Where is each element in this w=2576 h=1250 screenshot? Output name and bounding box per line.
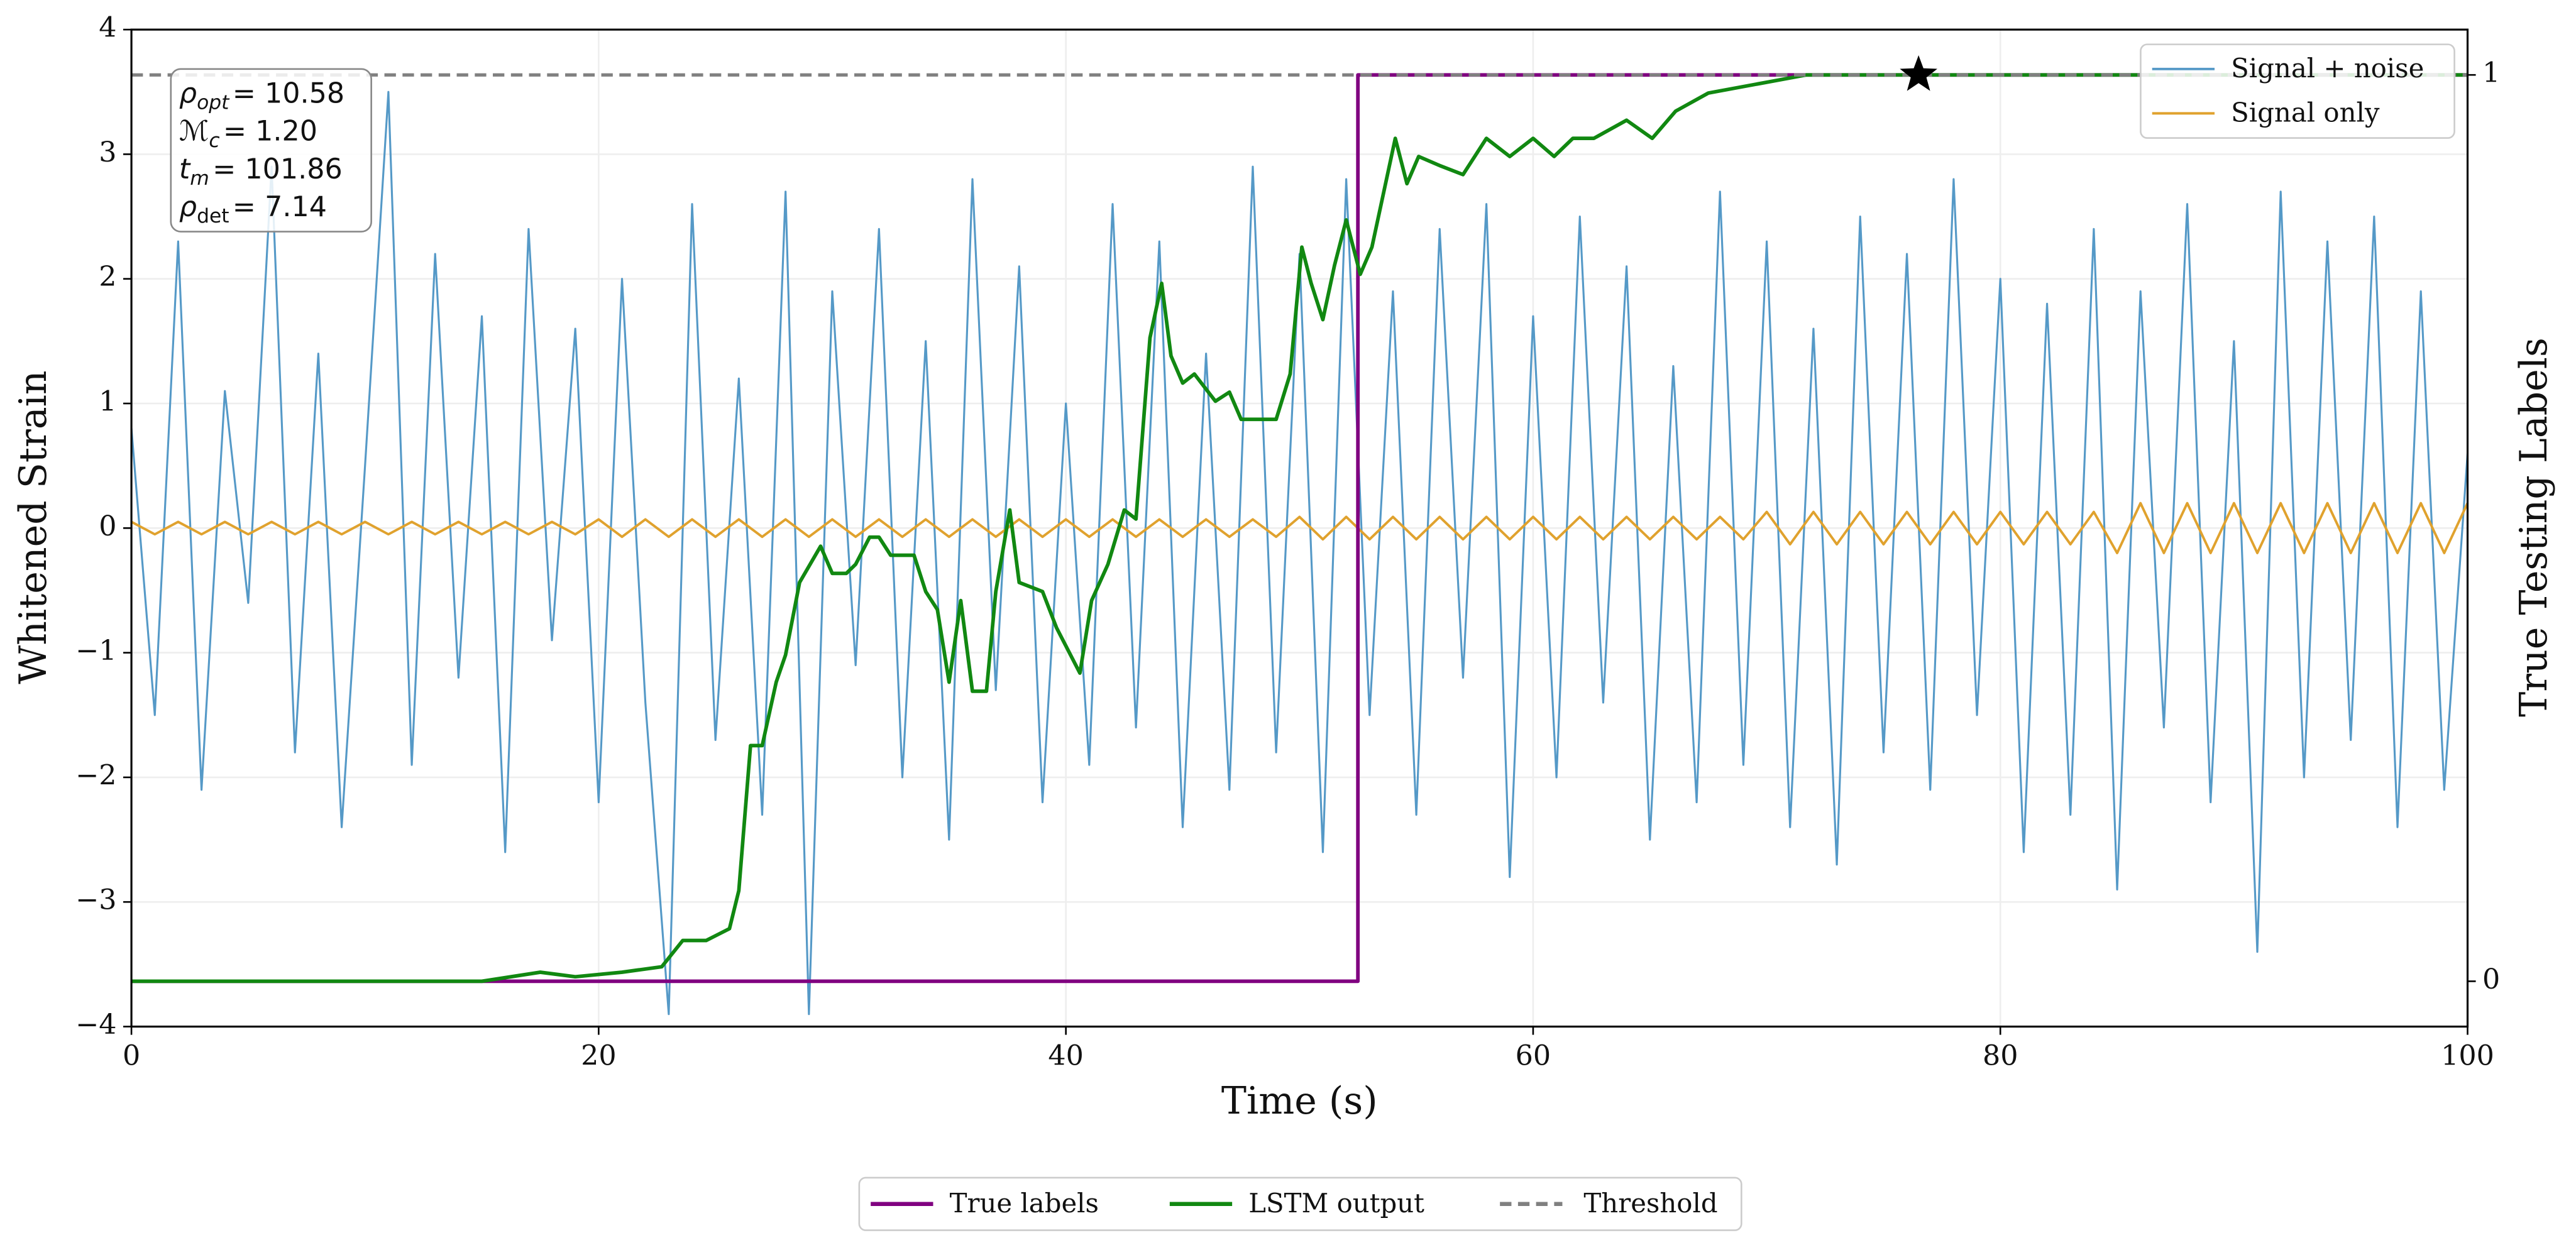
annotation-symbol: ℳ xyxy=(179,116,209,148)
x-tick-label: 20 xyxy=(581,1040,617,1072)
annotation-line: tm = 101.86 xyxy=(179,153,343,190)
annotation-value: = 10.58 xyxy=(233,78,344,110)
y-tick-label: 4 xyxy=(99,12,116,44)
x-tick-label: 40 xyxy=(1048,1040,1084,1072)
series-line xyxy=(131,502,2469,554)
annotation-symbol: ρ xyxy=(179,191,197,223)
annotation-symbol: ρ xyxy=(179,78,197,110)
annotation-subscript: c xyxy=(209,129,219,152)
annotation-line: ρopt = 10.58 xyxy=(179,78,344,114)
x-axis-label: Time (s) xyxy=(1221,1079,1378,1123)
y2-tick-label: 0 xyxy=(2482,963,2500,995)
legend-label: Threshold xyxy=(1583,1188,1717,1219)
legend-label: Signal only xyxy=(2231,97,2380,128)
legend: Signal + noise Signal only True labels LSTM… xyxy=(871,53,2424,1219)
annotation-symbol: t xyxy=(179,153,191,185)
y-tick-label: 1 xyxy=(99,386,116,418)
y2-axis-label: True Testing Labels xyxy=(2512,337,2556,717)
y-tick-label: 0 xyxy=(99,510,116,542)
annotation-value: = 1.20 xyxy=(223,116,317,148)
x-tick-label: 80 xyxy=(1983,1040,2018,1072)
y-tick-label: −1 xyxy=(75,635,116,667)
annotation-line: ℳc = 1.20 xyxy=(179,116,317,152)
detection-marker xyxy=(1900,55,1937,91)
x-tick-label: 100 xyxy=(2441,1040,2494,1072)
annotation-line: ρdet = 7.14 xyxy=(179,191,327,228)
annotation-box xyxy=(170,68,372,233)
y-tick-label: 2 xyxy=(99,261,116,293)
x-tick-label: 0 xyxy=(123,1040,140,1072)
y-tick-label: −4 xyxy=(75,1009,116,1041)
annotation-value: = 101.86 xyxy=(212,153,343,185)
legend-label: LSTM output xyxy=(1248,1188,1424,1219)
annotation-subscript: opt xyxy=(197,92,230,114)
x-tick-label: 60 xyxy=(1516,1040,1551,1072)
y-tick-label: 3 xyxy=(99,136,116,168)
legend-label: Signal + noise xyxy=(2231,53,2424,84)
y2-tick-label: 1 xyxy=(2482,57,2500,89)
legend-box-bottom xyxy=(858,1176,1742,1231)
y-tick-label: −3 xyxy=(75,884,116,916)
legend-box xyxy=(2140,43,2455,139)
plot-area xyxy=(130,55,2469,1016)
annotation-value: = 7.14 xyxy=(233,191,327,223)
y-axis-label: Whitened Strain xyxy=(11,370,55,684)
legend-label: True labels xyxy=(950,1188,1099,1219)
annotation-subscript: det xyxy=(197,205,229,228)
y-tick-label: −2 xyxy=(75,759,116,791)
series-line xyxy=(131,73,2468,984)
annotation-subscript: m xyxy=(190,167,209,190)
